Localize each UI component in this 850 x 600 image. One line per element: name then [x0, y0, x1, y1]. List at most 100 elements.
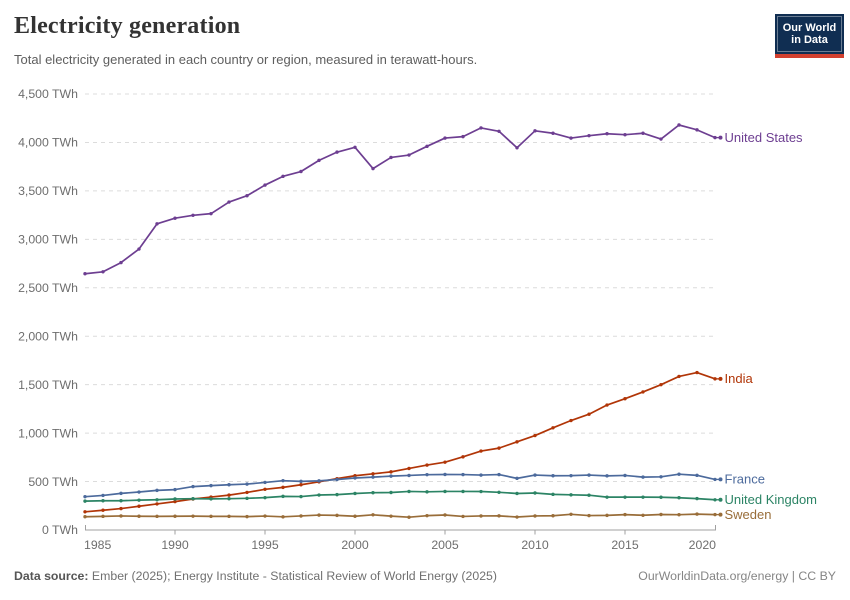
data-point [425, 144, 429, 149]
data-point [515, 146, 519, 150]
series-label-united-kingdom[interactable]: United Kingdom [725, 492, 818, 507]
x-tick-label-2010: 2010 [521, 538, 549, 552]
series-line-india[interactable] [84, 371, 716, 513]
series-united-kingdom[interactable]: United Kingdom [83, 489, 818, 507]
data-point [101, 508, 105, 512]
data-point [137, 504, 141, 508]
series-line-united-states[interactable] [84, 124, 716, 275]
data-point [101, 514, 105, 519]
series-france[interactable]: France [83, 472, 765, 499]
data-point [605, 513, 609, 518]
data-point [497, 472, 501, 477]
data-source-text: Ember (2025); Energy Institute - Statist… [88, 569, 497, 583]
data-point [119, 499, 123, 503]
data-point [461, 455, 465, 459]
data-point [245, 496, 249, 501]
data-point [281, 478, 285, 483]
data-point [515, 476, 519, 481]
data-point [245, 482, 249, 486]
data-point [533, 514, 537, 518]
data-point [497, 514, 501, 518]
owid-logo-red-bar [775, 54, 844, 58]
data-point [443, 460, 447, 464]
data-point [569, 512, 573, 517]
data-point [371, 475, 375, 479]
label-dot-france [718, 477, 723, 482]
y-tick-label-1000: 1,000 TWh [18, 426, 78, 440]
series-label-india[interactable]: India [725, 371, 754, 386]
data-point [371, 490, 375, 495]
data-point [695, 496, 699, 501]
data-point [299, 169, 303, 174]
x-tick-label-1995: 1995 [251, 538, 279, 552]
data-point [335, 492, 339, 497]
data-point [461, 472, 465, 477]
data-point [461, 514, 465, 519]
x-tick-label-1990: 1990 [161, 538, 189, 552]
data-point [209, 514, 213, 519]
data-point [263, 487, 267, 492]
data-point [533, 433, 537, 438]
data-point [371, 513, 375, 517]
data-point [569, 136, 573, 140]
label-dot-united-kingdom [718, 497, 723, 502]
data-point [443, 472, 447, 477]
data-point [479, 449, 483, 453]
data-point [623, 473, 627, 478]
data-point [119, 260, 123, 265]
data-point [479, 514, 483, 518]
data-point [281, 485, 285, 490]
data-point [281, 515, 285, 519]
data-point [587, 473, 591, 477]
x-tick-label-2000: 2000 [341, 538, 369, 552]
owid-logo[interactable]: Our World in Data [775, 14, 844, 58]
data-point [137, 247, 141, 251]
data-point [587, 493, 591, 497]
data-point [569, 493, 573, 497]
data-point [227, 514, 231, 519]
data-point [641, 495, 645, 499]
data-point [371, 166, 375, 171]
data-point [353, 491, 357, 496]
data-point [641, 475, 645, 479]
y-tick-label-0: 0 TWh [42, 523, 78, 537]
data-point [353, 476, 357, 480]
data-point [551, 492, 555, 497]
data-point [353, 145, 357, 149]
data-point [551, 514, 555, 518]
data-source-label: Data source: [14, 569, 89, 583]
owid-credit-link[interactable]: OurWorldinData.org/energy | CC BY [638, 569, 836, 583]
series-line-united-kingdom[interactable] [84, 490, 716, 502]
series-line-sweden[interactable] [84, 513, 716, 519]
data-point [227, 493, 231, 497]
data-point [533, 473, 537, 477]
data-point [317, 493, 321, 497]
label-dot-india [718, 376, 723, 381]
data-point [299, 483, 303, 487]
data-point [677, 512, 681, 517]
series-sweden[interactable]: Sweden [83, 507, 771, 522]
data-point [227, 483, 231, 487]
data-point [623, 495, 627, 499]
data-point [515, 515, 519, 519]
data-point [191, 213, 195, 218]
series-line-france[interactable] [84, 473, 716, 498]
y-tick-label-500: 500 TWh [28, 475, 78, 489]
data-point [155, 514, 159, 519]
data-point [407, 489, 411, 494]
data-point [515, 491, 519, 496]
data-point [137, 498, 141, 502]
data-point [659, 512, 663, 517]
data-point [533, 129, 537, 133]
series-united-states[interactable]: United States [83, 123, 804, 276]
series-label-united-states[interactable]: United States [725, 130, 804, 145]
series-label-france[interactable]: France [725, 472, 765, 487]
owid-logo-keyline: Our World in Data [777, 16, 842, 52]
data-point [659, 382, 663, 387]
data-point [659, 475, 663, 479]
data-point [83, 272, 87, 276]
data-point [677, 472, 681, 476]
series-label-sweden[interactable]: Sweden [725, 507, 772, 522]
data-point [659, 137, 663, 141]
